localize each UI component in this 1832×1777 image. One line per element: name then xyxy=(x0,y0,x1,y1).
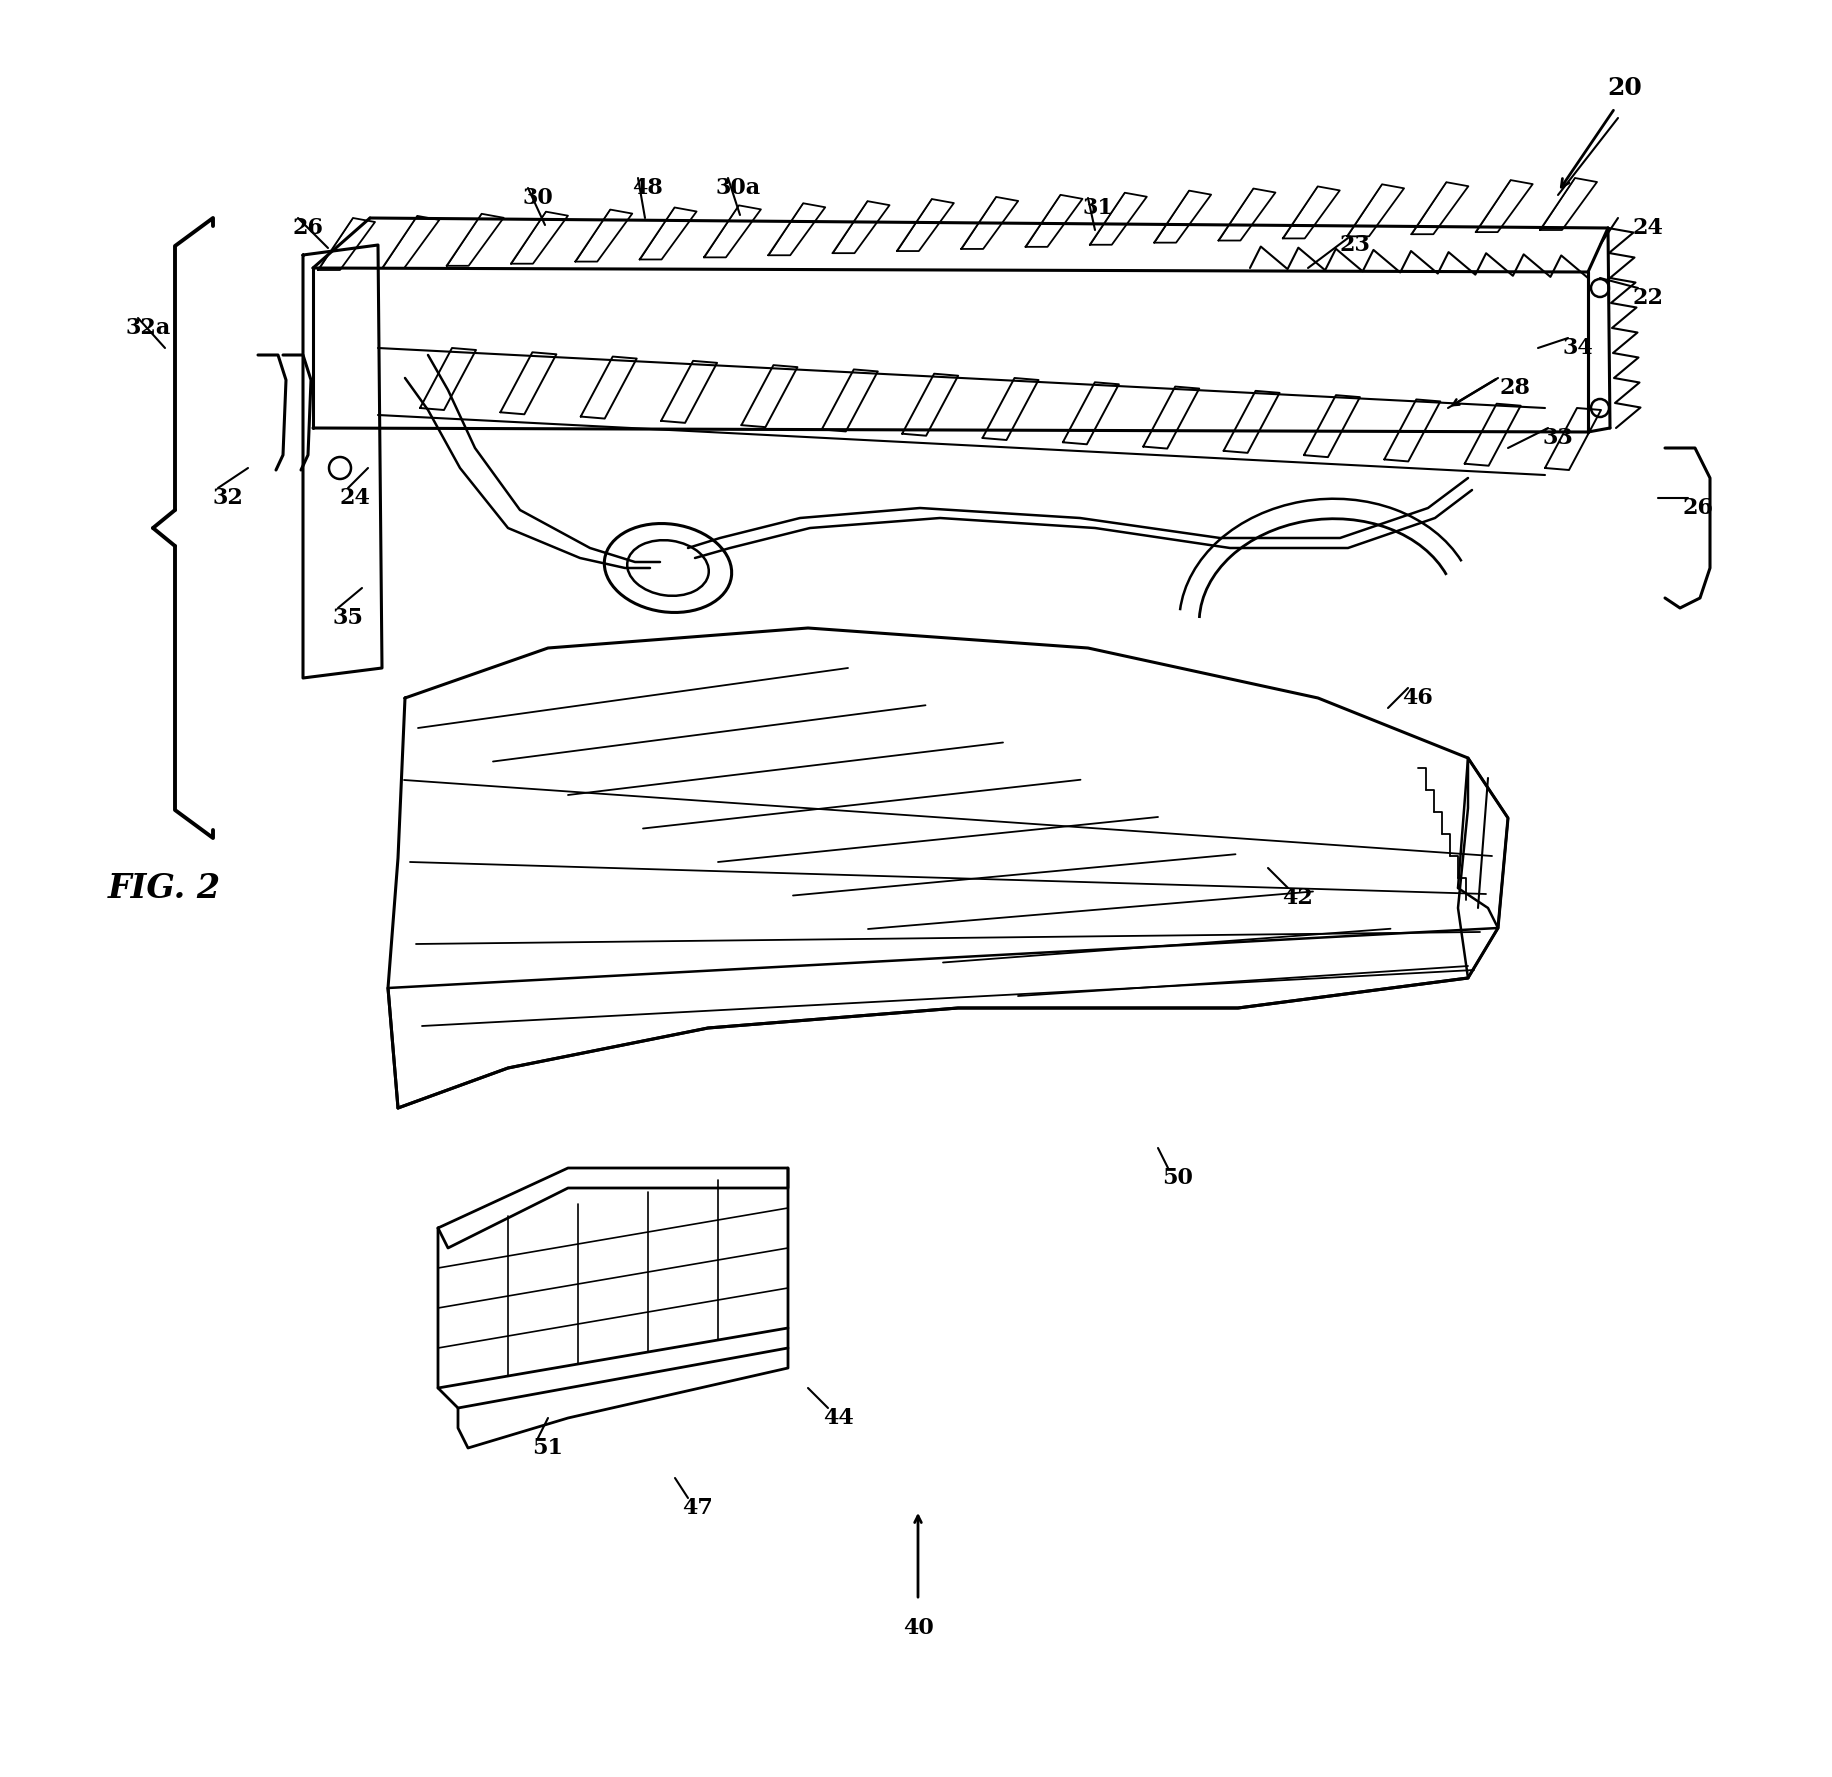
Text: 33: 33 xyxy=(1543,426,1574,450)
Text: 50: 50 xyxy=(1163,1167,1193,1189)
Text: 23: 23 xyxy=(1339,235,1370,256)
Text: 32: 32 xyxy=(213,487,244,508)
Text: 26: 26 xyxy=(1682,498,1713,519)
Text: 46: 46 xyxy=(1403,688,1433,709)
Text: 20: 20 xyxy=(1608,76,1641,100)
Text: 34: 34 xyxy=(1563,338,1594,359)
Text: 22: 22 xyxy=(1632,288,1663,309)
Text: 24: 24 xyxy=(339,487,370,508)
Text: 32a: 32a xyxy=(125,316,170,339)
Text: 44: 44 xyxy=(823,1407,854,1429)
Text: 28: 28 xyxy=(1500,377,1530,400)
Text: 48: 48 xyxy=(632,178,663,199)
Text: 51: 51 xyxy=(533,1438,564,1459)
Text: 26: 26 xyxy=(293,217,324,238)
Text: 30a: 30a xyxy=(716,178,760,199)
Text: 42: 42 xyxy=(1282,887,1314,910)
Text: 24: 24 xyxy=(1632,217,1663,238)
Text: 40: 40 xyxy=(903,1617,932,1638)
Text: FIG. 2: FIG. 2 xyxy=(108,871,222,904)
Text: 31: 31 xyxy=(1083,197,1114,219)
Text: 35: 35 xyxy=(333,608,363,629)
Text: 47: 47 xyxy=(683,1496,713,1519)
Text: 30: 30 xyxy=(522,187,553,210)
